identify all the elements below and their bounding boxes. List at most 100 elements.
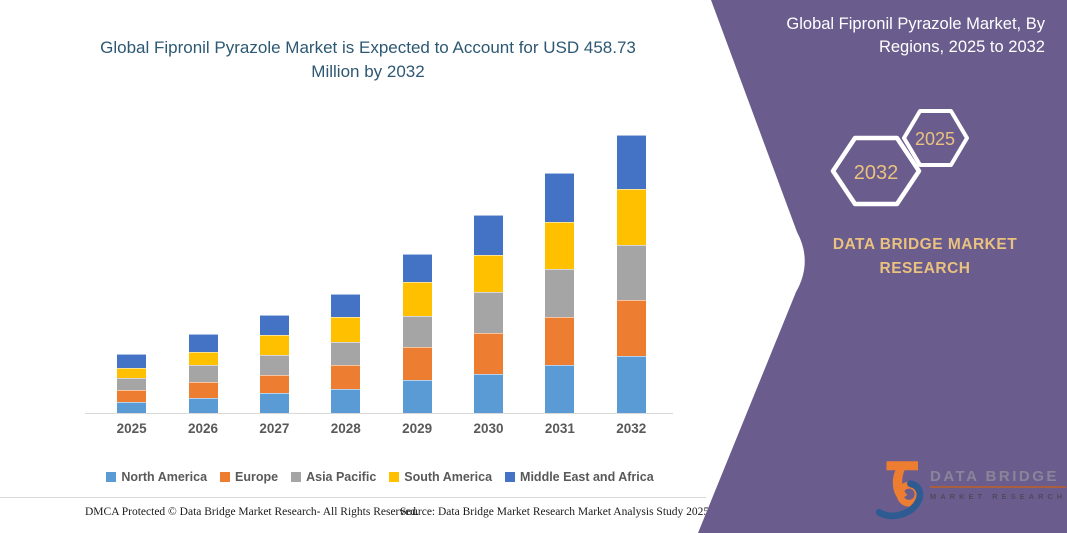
x-axis-label-2026: 2026	[188, 421, 219, 436]
hexagon-2025	[902, 109, 969, 167]
x-axis-labels: 2025 2026 2027 2028 2029 2030 2031 2032	[96, 421, 667, 436]
dmca-notice: DMCA Protected © Data Bridge Market Rese…	[85, 506, 419, 518]
bar-segment-europe-2032	[616, 300, 646, 356]
bar-segment-north-america-2031	[545, 365, 575, 413]
legend-item-middle-east-and-africa: Middle East and Africa	[505, 470, 654, 484]
bar-segment-middle-east-and-africa-2029	[402, 254, 432, 282]
bar-column-2027	[239, 100, 310, 413]
bar-segment-north-america-2029	[402, 380, 432, 413]
legend-label-south-america: South America	[404, 470, 493, 484]
bar-segment-south-america-2027	[259, 335, 289, 355]
bar-segment-europe-2028	[331, 365, 361, 389]
bar-segment-south-america-2025	[117, 368, 147, 378]
bar-segment-south-america-2028	[331, 317, 361, 342]
legend-label-europe: Europe	[235, 470, 279, 484]
logo-b-flag	[886, 461, 918, 501]
bar-stack-2032	[616, 135, 646, 413]
bar-segment-south-america-2030	[474, 255, 504, 292]
bar-segment-middle-east-and-africa-2030	[474, 215, 504, 255]
bar-column-2030	[453, 100, 524, 413]
legend-swatch-middle-east-and-africa	[505, 472, 516, 482]
bar-segment-europe-2030	[474, 333, 504, 374]
x-axis-label-2029: 2029	[402, 421, 433, 436]
stacked-bar-chart	[96, 100, 667, 413]
bar-stack-2027	[259, 315, 289, 413]
bar-stack-2031	[545, 173, 575, 413]
bar-column-2029	[382, 100, 453, 413]
hexagon-2032	[830, 135, 922, 207]
data-bridge-logo: DATA BRIDGE MARKET RESEARCH	[876, 458, 1067, 520]
legend-item-south-america: South America	[389, 470, 492, 484]
bar-segment-north-america-2030	[474, 374, 504, 413]
bar-stack-2028	[331, 294, 361, 413]
x-axis-label-2027: 2027	[259, 421, 290, 436]
bar-segment-asia-pacific-2026	[188, 365, 218, 382]
chart-legend: North America Europe Asia Pacific South Ame…	[80, 470, 680, 484]
bar-segment-north-america-2027	[259, 393, 289, 413]
bar-column-2028	[310, 100, 381, 413]
legend-label-middle-east-and-africa: Middle East and Africa	[520, 470, 654, 484]
x-axis-label-2025: 2025	[116, 421, 147, 436]
bar-segment-south-america-2032	[616, 189, 646, 245]
bar-segment-asia-pacific-2030	[474, 292, 504, 333]
legend-swatch-south-america	[389, 472, 400, 482]
bar-stack-2026	[188, 334, 218, 413]
x-axis-line	[85, 413, 673, 414]
logo-blue-swoosh	[876, 480, 924, 520]
bar-segment-middle-east-and-africa-2031	[545, 173, 575, 222]
legend-item-asia-pacific: Asia Pacific	[291, 470, 376, 484]
bar-stack-2030	[474, 215, 504, 413]
bar-segment-europe-2026	[188, 382, 218, 398]
bar-stack-2029	[402, 254, 432, 413]
logo-wordmark: DATA BRIDGE	[930, 468, 1067, 488]
data-bridge-logo-icon	[876, 461, 924, 520]
bar-segment-asia-pacific-2028	[331, 342, 361, 365]
legend-item-europe: Europe	[220, 470, 278, 484]
bar-segment-asia-pacific-2031	[545, 269, 575, 317]
bar-segment-asia-pacific-2025	[117, 378, 147, 390]
bar-segment-europe-2025	[117, 390, 147, 402]
panel-title: Global Fipronil Pyrazole Market, By Regi…	[786, 15, 1045, 56]
bar-segment-south-america-2029	[402, 282, 432, 316]
bar-column-2032	[596, 100, 667, 413]
bar-segment-south-america-2026	[188, 352, 218, 365]
bar-segment-middle-east-and-africa-2026	[188, 334, 218, 352]
legend-item-north-america: North America	[106, 470, 207, 484]
x-axis-label-2030: 2030	[473, 421, 504, 436]
bar-segment-europe-2029	[402, 347, 432, 380]
bar-column-2031	[524, 100, 595, 413]
chart-headline: Global Fipronil Pyrazole Market is Expec…	[100, 38, 636, 81]
bar-segment-north-america-2026	[188, 398, 218, 413]
legend-swatch-north-america	[106, 472, 117, 482]
legend-swatch-europe	[220, 472, 231, 482]
bar-segment-asia-pacific-2032	[616, 245, 646, 300]
legend-label-north-america: North America	[121, 470, 208, 484]
bar-segment-europe-2031	[545, 317, 575, 365]
bar-segment-middle-east-and-africa-2028	[331, 294, 361, 317]
footer-divider	[0, 497, 706, 498]
logo-subtitle: MARKET RESEARCH	[930, 492, 1067, 501]
legend-label-asia-pacific: Asia Pacific	[306, 470, 377, 484]
bar-segment-north-america-2025	[117, 402, 147, 413]
bar-segment-asia-pacific-2027	[259, 355, 289, 375]
brand-name-text: DATA BRIDGE MARKET RESEARCH	[832, 236, 1018, 277]
bar-segment-north-america-2028	[331, 389, 361, 413]
bar-segment-middle-east-and-africa-2027	[259, 315, 289, 335]
bar-segment-middle-east-and-africa-2032	[616, 135, 646, 189]
bar-column-2025	[96, 100, 167, 413]
hexagon-2025-label: 2025	[915, 129, 955, 149]
bar-segment-middle-east-and-africa-2025	[117, 354, 147, 368]
bar-segment-north-america-2032	[616, 356, 646, 413]
bar-segment-asia-pacific-2029	[402, 316, 432, 347]
x-axis-label-2031: 2031	[544, 421, 575, 436]
bar-segment-europe-2027	[259, 375, 289, 393]
bar-segment-south-america-2031	[545, 222, 575, 269]
bar-stack-2025	[117, 354, 147, 413]
bar-column-2026	[167, 100, 238, 413]
source-note: Source: Data Bridge Market Research Mark…	[400, 506, 710, 518]
legend-swatch-asia-pacific	[291, 472, 302, 482]
hexagon-2032-label: 2032	[854, 162, 899, 184]
x-axis-label-2032: 2032	[616, 421, 647, 436]
x-axis-label-2028: 2028	[330, 421, 361, 436]
